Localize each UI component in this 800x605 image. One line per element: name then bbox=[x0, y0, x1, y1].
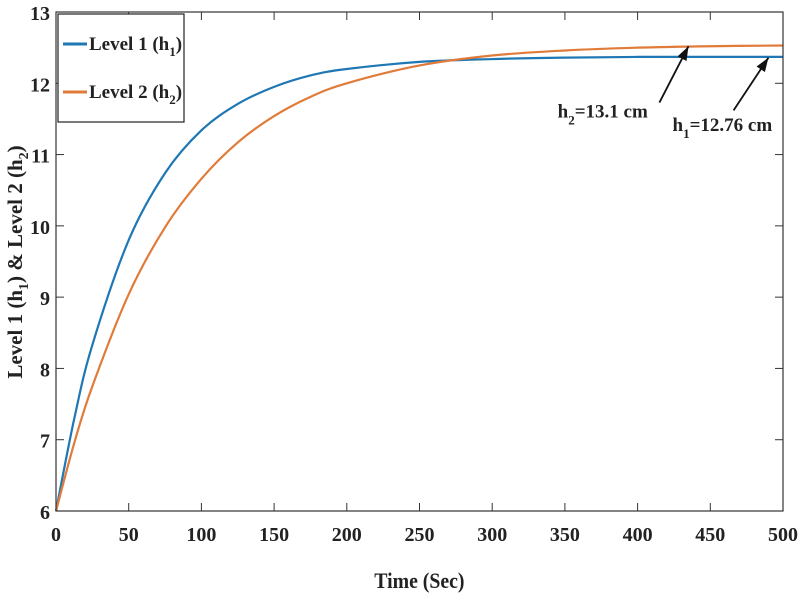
y-tick-label: 11 bbox=[31, 146, 50, 168]
x-tick-label: 200 bbox=[332, 524, 362, 546]
x-tick-label: 400 bbox=[623, 524, 653, 546]
annotations: h2=13.1 cm h1=12.76 cm bbox=[558, 45, 772, 141]
x-tick-label: 350 bbox=[550, 524, 580, 546]
annotation-label: h1=12.76 cm bbox=[672, 115, 772, 141]
x-tick-label: 150 bbox=[259, 524, 289, 546]
y-label-part: ) bbox=[3, 145, 27, 152]
x-tick-label: 100 bbox=[186, 524, 216, 546]
y-tick-label: 12 bbox=[30, 74, 50, 96]
x-tick-label: 300 bbox=[477, 524, 507, 546]
y-label-part: Level 1 (h bbox=[3, 290, 27, 379]
legend-label-level-1: Level 1 (h1) bbox=[89, 34, 182, 59]
legend: Level 1 (h1) Level 2 (h2) bbox=[57, 13, 185, 123]
legend-box bbox=[57, 13, 185, 123]
annotation-arrowhead bbox=[756, 57, 769, 73]
y-label-sub: 1 bbox=[17, 283, 32, 290]
plot-area: 0 50 100 150 200 250 300 350 400 450 500 6 7 8 9 10 11 12… bbox=[30, 3, 798, 546]
x-tick-label: 250 bbox=[405, 524, 435, 546]
x-tick-label: 450 bbox=[695, 524, 725, 546]
y-axis-label: Level 1 (h1) & Level 2 (h2) bbox=[3, 145, 32, 378]
y-tick-label: 10 bbox=[30, 217, 50, 239]
y-tick-label: 13 bbox=[30, 3, 50, 25]
x-axis-label: Time (Sec) bbox=[374, 568, 464, 593]
x-tick-label: 500 bbox=[768, 524, 798, 546]
x-tick-label: 0 bbox=[51, 524, 61, 546]
y-tick-label: 9 bbox=[40, 288, 50, 310]
y-label-sub: 2 bbox=[17, 152, 32, 159]
series-line-level-2 bbox=[54, 44, 784, 512]
y-tick-label: 8 bbox=[40, 359, 50, 381]
annotation-arrowhead bbox=[677, 46, 689, 61]
y-tick-label: 7 bbox=[40, 431, 50, 453]
annotation-label: h2=13.1 cm bbox=[558, 102, 648, 128]
x-tick-label: 50 bbox=[119, 524, 139, 546]
y-tick-label: 6 bbox=[40, 502, 50, 524]
legend-label-level-2: Level 2 (h2) bbox=[89, 82, 182, 107]
series-line-level-1 bbox=[54, 55, 783, 512]
y-label-part: ) & Level 2 (h bbox=[3, 159, 27, 283]
